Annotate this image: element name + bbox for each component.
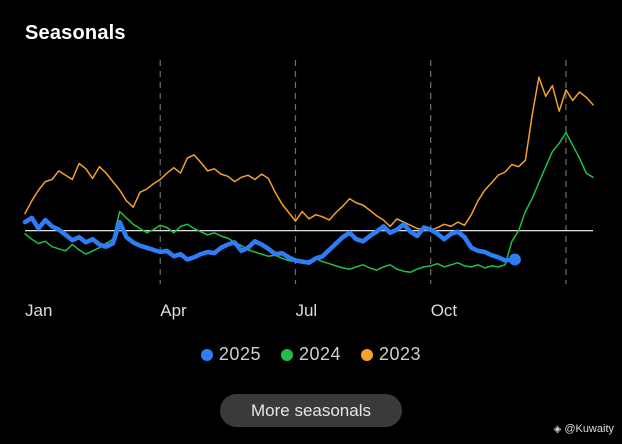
series-end-dot-2025: [508, 253, 521, 266]
legend-dot: [280, 348, 293, 361]
legend-item-2024: 2024: [280, 344, 342, 365]
x-tick-label: Apr: [160, 301, 187, 320]
legend-dot: [200, 348, 213, 361]
legend-dot: [361, 348, 374, 361]
more-seasonals-button[interactable]: More seasonals: [220, 394, 402, 427]
legend-label: 2025: [218, 344, 261, 364]
legend-item-2025: 2025: [200, 344, 261, 365]
legend-label: 2024: [298, 344, 342, 364]
x-tick-label: Oct: [431, 301, 458, 320]
series-line-2025: [22, 215, 515, 265]
series-line-2024: [24, 131, 594, 274]
watermark: ◈ @Kuwaity: [554, 423, 614, 435]
watermark-handle: @Kuwaity: [564, 423, 614, 435]
chart-legend: 2025 2024 2023: [0, 344, 622, 365]
legend-label: 2023: [379, 344, 422, 364]
x-tick-label: Jul: [295, 301, 317, 320]
chart-title: Seasonals: [25, 22, 126, 44]
x-tick-label: Jan: [25, 301, 52, 320]
legend-item-2023: 2023: [361, 344, 421, 365]
series-line-2023: [24, 76, 594, 232]
diamond-logo-icon: ◈: [553, 423, 562, 435]
